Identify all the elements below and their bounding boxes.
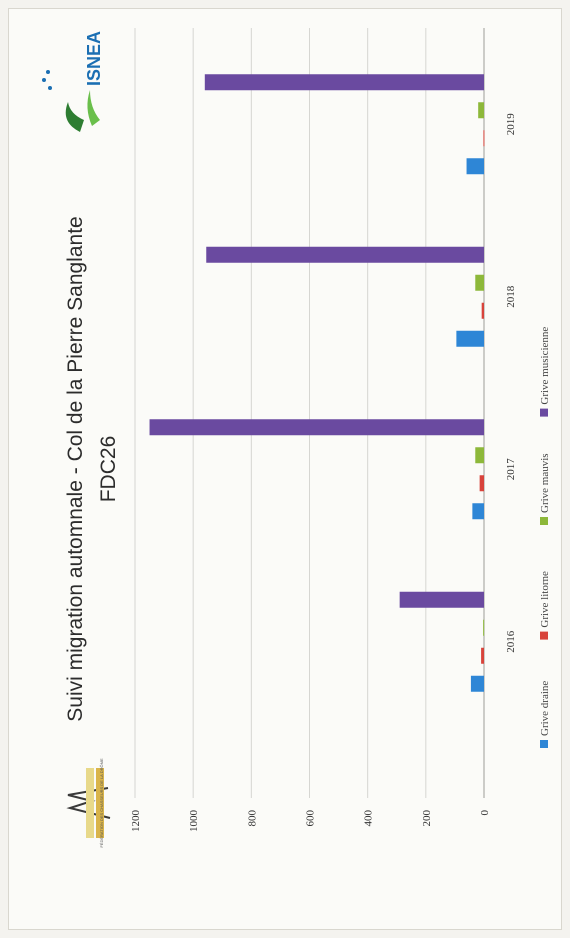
legend-label: Grive musicienne <box>539 327 551 405</box>
fdc-logo: FÉDÉRATION DES CHASSEURS DE LA DRÔME <box>66 758 111 848</box>
category-label-2018: 2018 <box>505 285 517 308</box>
legend: Grive draine Grive litorne Grive mauvis Gri… <box>539 327 551 748</box>
legend-swatch <box>540 408 548 417</box>
chart-title: Suivi migration automnale - Col de la Pi… <box>64 216 87 721</box>
chart-subtitle: FDC26 <box>97 436 120 503</box>
x-axis-categories: 2016 2017 2018 2019 <box>505 113 517 653</box>
category-label-2017: 2017 <box>505 458 517 481</box>
y-tick-label: 800 <box>246 810 258 827</box>
bar-grive-musicienne-2016 <box>399 591 484 608</box>
legend-label: Grive mauvis <box>539 453 551 513</box>
y-tick-label: 0 <box>479 810 491 816</box>
legend-swatch <box>540 517 548 525</box>
bar-grive-litorne-2017 <box>479 475 485 492</box>
y-tick-label: 400 <box>363 810 375 827</box>
isnea-logo: ISNEA <box>42 31 104 132</box>
bar-grive-mauvis-2017 <box>475 447 484 464</box>
category-label-2016: 2016 <box>505 630 517 653</box>
grid-layer <box>134 28 485 798</box>
bar-grive-draine-2017 <box>472 503 485 520</box>
y-tick-label: 1000 <box>188 810 200 833</box>
legend-label: Grive litorne <box>539 571 551 628</box>
bar-grive-litorne-2016 <box>481 647 485 664</box>
y-axis-ticks: 0 200 400 600 800 1000 1200 <box>130 810 491 833</box>
bar-grive-draine-2019 <box>466 158 484 175</box>
fdc-logo-text: FÉDÉRATION DES CHASSEURS DE LA DRÔME <box>99 758 104 848</box>
bar-grive-musicienne-2018 <box>206 246 484 263</box>
y-tick-label: 1200 <box>130 810 142 833</box>
isnea-logo-text: ISNEA <box>84 31 104 86</box>
bar-grive-mauvis-2018 <box>475 274 484 291</box>
bar-grive-litorne-2018 <box>481 302 485 319</box>
bar-grive-draine-2016 <box>470 675 485 692</box>
category-label-2019: 2019 <box>505 113 517 136</box>
y-tick-label: 200 <box>421 810 433 827</box>
bar-grive-litorne-2019 <box>483 130 485 147</box>
bar-grive-draine-2018 <box>456 330 484 347</box>
bar-grive-mauvis-2016 <box>483 619 485 636</box>
y-tick-label: 600 <box>305 810 317 827</box>
bar-grive-musicienne-2019 <box>204 74 485 91</box>
legend-swatch <box>540 631 548 640</box>
chart-rotated-group: FÉDÉRATION DES CHASSEURS DE LA DRÔME ISN… <box>42 28 551 848</box>
legend-label: Grive draine <box>539 681 551 736</box>
bars <box>149 74 485 692</box>
legend-swatch <box>540 740 548 748</box>
bar-grive-mauvis-2019 <box>478 102 484 119</box>
bar-grive-musicienne-2017 <box>149 419 485 436</box>
